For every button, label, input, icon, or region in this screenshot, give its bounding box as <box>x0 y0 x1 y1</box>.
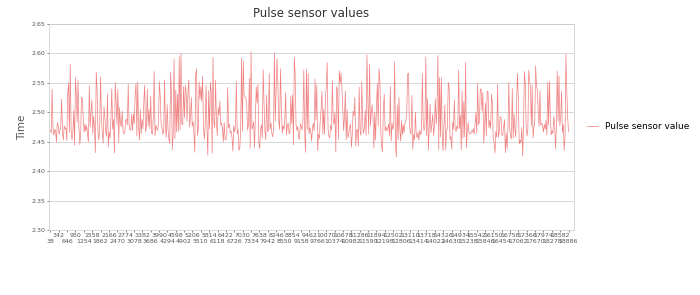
Title: Pulse sensor values: Pulse sensor values <box>253 7 370 20</box>
Pulse sensor value <box>392 155 400 158</box>
Pulse sensor value <box>46 128 55 132</box>
Pulse sensor value <box>394 138 402 142</box>
Pulse sensor value <box>564 130 573 134</box>
Pulse sensor value <box>281 91 290 95</box>
Pulse sensor value <box>247 50 256 54</box>
Pulse sensor value <box>438 133 447 137</box>
Pulse sensor value <box>352 129 361 132</box>
Legend: Pulse sensor value: Pulse sensor value <box>584 119 694 135</box>
Pulse sensor value <box>138 118 146 122</box>
Pulse sensor value <box>179 85 188 88</box>
Line: Pulse sensor value: Pulse sensor value <box>50 52 568 157</box>
Y-axis label: Time: Time <box>18 114 27 140</box>
